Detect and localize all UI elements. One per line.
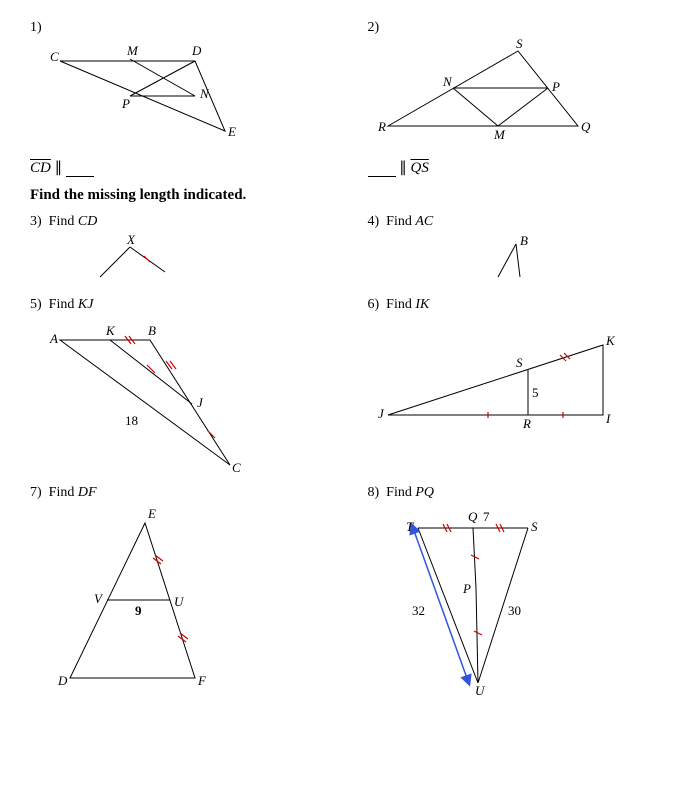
svg-text:K: K	[105, 323, 116, 338]
svg-text:X: X	[126, 232, 136, 247]
svg-text:N: N	[442, 74, 453, 89]
svg-text:I: I	[605, 411, 611, 426]
svg-text:30: 30	[508, 603, 521, 618]
problem-1: 1) C M D P N E CD ∥	[30, 20, 313, 177]
svg-text:P: P	[462, 581, 471, 596]
svg-text:B: B	[520, 233, 528, 248]
q4-figure: B	[368, 232, 548, 287]
svg-text:J: J	[378, 406, 385, 421]
problem-7: 7) Find DF E V U D F 9	[30, 485, 313, 698]
svg-text:U: U	[475, 683, 486, 698]
problem-5: 5) Find KJ A K B J C 18	[30, 297, 313, 475]
q1-num: 1)	[30, 20, 42, 36]
svg-text:32: 32	[412, 603, 425, 618]
problem-6: 6) Find IK J S K R I 5	[313, 297, 651, 475]
svg-text:V: V	[94, 591, 104, 606]
q2-num: 2)	[368, 20, 380, 36]
q7-figure: E V U D F 9	[30, 503, 250, 693]
svg-text:S: S	[516, 355, 523, 370]
svg-text:N: N	[199, 86, 210, 101]
svg-text:S: S	[516, 36, 523, 51]
svg-text:A: A	[49, 331, 58, 346]
svg-text:P: P	[121, 96, 130, 111]
svg-text:C: C	[50, 49, 59, 64]
svg-text:7: 7	[483, 509, 490, 524]
svg-text:S: S	[531, 519, 538, 534]
q2-figure: S N P R M Q	[368, 36, 598, 146]
svg-text:Q: Q	[581, 119, 591, 134]
svg-text:U: U	[174, 594, 185, 609]
svg-text:M: M	[126, 43, 139, 58]
q6-figure: J S K R I 5	[368, 315, 628, 435]
svg-text:R: R	[377, 119, 386, 134]
q1-figure: C M D P N E	[30, 36, 260, 146]
q3-figure: X	[30, 232, 210, 287]
q1-answer: CD ∥	[30, 158, 313, 177]
problem-2: 2) S N P R M Q ∥ QS	[313, 20, 651, 177]
svg-text:J: J	[197, 395, 204, 410]
svg-text:Q: Q	[468, 509, 478, 524]
svg-text:R: R	[522, 416, 531, 431]
problem-3: 3) Find CD X	[30, 214, 313, 287]
svg-text:C: C	[232, 460, 241, 475]
svg-text:P: P	[551, 79, 560, 94]
q2-answer: ∥ QS	[368, 158, 651, 177]
q8-figure: T Q S P U 7 32 30	[368, 503, 588, 698]
svg-text:K: K	[605, 333, 616, 348]
problem-8: 8) Find PQ	[313, 485, 651, 698]
svg-text:E: E	[147, 506, 156, 521]
svg-text:D: D	[57, 673, 68, 688]
svg-text:D: D	[191, 43, 202, 58]
section-heading: Find the missing length indicated.	[30, 187, 650, 204]
problem-4: 4) Find AC B	[313, 214, 651, 287]
svg-text:9: 9	[135, 603, 142, 618]
svg-text:F: F	[197, 673, 207, 688]
q5-figure: A K B J C 18	[30, 315, 290, 475]
svg-text:E: E	[227, 124, 236, 139]
svg-text:M: M	[493, 127, 506, 142]
svg-text:5: 5	[532, 385, 539, 400]
svg-text:18: 18	[125, 413, 138, 428]
svg-text:T: T	[406, 519, 414, 534]
svg-text:B: B	[148, 323, 156, 338]
